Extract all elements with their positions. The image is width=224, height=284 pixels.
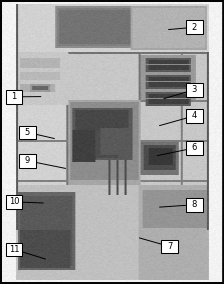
- Text: 8: 8: [192, 200, 197, 209]
- Text: 11: 11: [9, 245, 19, 254]
- Text: 4: 4: [192, 111, 197, 120]
- FancyBboxPatch shape: [19, 154, 36, 168]
- FancyBboxPatch shape: [186, 198, 203, 212]
- Text: 5: 5: [25, 128, 30, 137]
- Text: 10: 10: [9, 197, 19, 206]
- FancyBboxPatch shape: [19, 126, 36, 139]
- FancyBboxPatch shape: [161, 240, 178, 253]
- Text: 1: 1: [11, 92, 17, 101]
- Text: 6: 6: [192, 143, 197, 153]
- FancyBboxPatch shape: [6, 243, 22, 256]
- Text: 7: 7: [167, 242, 172, 251]
- FancyBboxPatch shape: [186, 141, 203, 155]
- Text: 9: 9: [25, 156, 30, 165]
- FancyBboxPatch shape: [6, 90, 22, 104]
- FancyBboxPatch shape: [186, 109, 203, 123]
- FancyBboxPatch shape: [6, 195, 22, 209]
- FancyBboxPatch shape: [186, 20, 203, 34]
- Text: 3: 3: [192, 85, 197, 94]
- FancyBboxPatch shape: [186, 83, 203, 97]
- Text: 2: 2: [192, 23, 197, 32]
